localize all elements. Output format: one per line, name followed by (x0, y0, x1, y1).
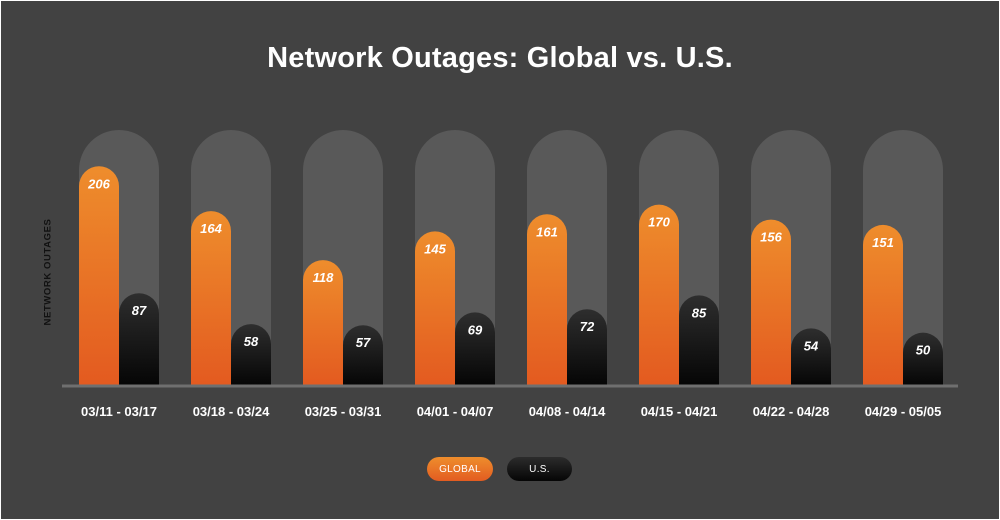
bar-us-3 (455, 312, 495, 386)
data-label-global-2: 118 (313, 270, 334, 285)
bar-us-7 (903, 332, 943, 386)
bar-global-3 (415, 231, 455, 386)
data-label-global-3: 145 (424, 241, 446, 256)
bar-us-1 (231, 324, 271, 386)
data-label-us-6: 54 (804, 338, 819, 353)
x-tick-label-5: 04/15 - 04/21 (641, 404, 718, 419)
bar-global-5 (639, 204, 679, 386)
data-label-global-0: 206 (87, 176, 110, 191)
x-tick-label-4: 04/08 - 04/14 (529, 404, 606, 419)
data-label-us-7: 50 (916, 343, 931, 358)
chart-title: Network Outages: Global vs. U.S. (267, 42, 733, 74)
legend-global: GLOBAL (427, 457, 493, 481)
data-label-us-3: 69 (468, 322, 483, 337)
data-label-global-1: 164 (200, 221, 222, 236)
data-label-global-7: 151 (872, 235, 894, 250)
x-tick-label-0: 03/11 - 03/17 (81, 404, 157, 419)
bar-us-4 (567, 309, 607, 386)
bar-global-0 (79, 166, 119, 386)
data-label-us-4: 72 (580, 319, 595, 334)
data-label-global-6: 156 (760, 230, 782, 245)
bar-global-7 (863, 224, 903, 386)
bar-global-2 (303, 260, 343, 386)
legend-global-label: GLOBAL (439, 463, 481, 475)
data-label-global-5: 170 (648, 215, 670, 230)
x-tick-label-6: 04/22 - 04/28 (753, 404, 830, 419)
bar-global-4 (527, 214, 567, 386)
bar-global-6 (751, 219, 791, 386)
bar-global-1 (191, 211, 231, 386)
bar-us-5 (679, 295, 719, 386)
data-label-us-0: 87 (132, 303, 147, 318)
x-tick-label-2: 03/25 - 03/31 (305, 404, 382, 419)
data-label-global-4: 161 (536, 224, 558, 239)
legend-us: U.S. (507, 457, 572, 481)
data-label-us-2: 57 (356, 335, 371, 350)
x-tick-label-3: 04/01 - 04/07 (417, 404, 494, 419)
bar-us-0 (119, 293, 159, 386)
data-label-us-1: 58 (244, 334, 259, 349)
x-tick-label-7: 04/29 - 05/05 (865, 404, 942, 419)
data-label-us-5: 85 (692, 305, 707, 320)
x-tick-label-1: 03/18 - 03/24 (193, 404, 270, 419)
bar-us-2 (343, 325, 383, 386)
bar-us-6 (791, 328, 831, 386)
legend-us-label: U.S. (529, 463, 550, 475)
